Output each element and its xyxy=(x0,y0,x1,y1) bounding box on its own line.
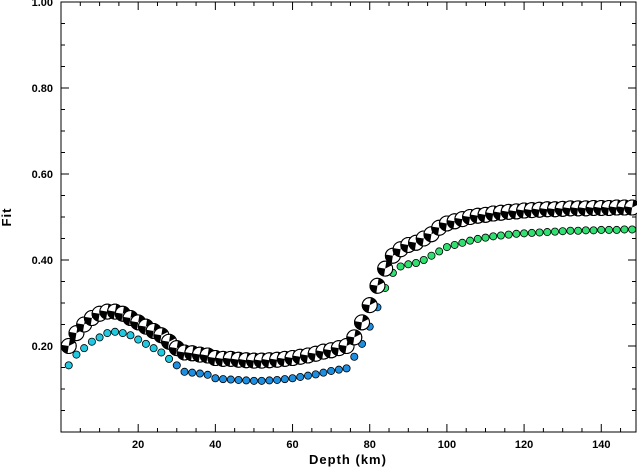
fit-point xyxy=(589,226,598,235)
fit-point xyxy=(134,335,143,344)
fit-point xyxy=(543,228,552,237)
fit-point xyxy=(442,243,451,252)
fit-point xyxy=(157,348,166,357)
fit-point xyxy=(612,225,621,234)
fit-point xyxy=(296,372,305,381)
fit-point xyxy=(435,247,444,256)
fit-point xyxy=(628,225,637,234)
fit-point xyxy=(257,376,266,385)
fit-point xyxy=(195,369,204,378)
fit-points-mechanism xyxy=(60,199,637,369)
fit-point xyxy=(496,231,505,240)
fit-point xyxy=(419,255,428,264)
mechanism-marker xyxy=(361,297,378,314)
fit-point xyxy=(95,333,104,342)
fit-point xyxy=(504,230,513,239)
mechanism-marker xyxy=(624,199,637,216)
fit-point xyxy=(273,375,282,384)
fit-point xyxy=(111,327,120,336)
fit-point xyxy=(581,226,590,235)
fit-point xyxy=(64,361,73,370)
fit-point xyxy=(473,234,482,243)
mechanism-marker xyxy=(60,338,77,354)
fit-point xyxy=(427,251,436,260)
fit-point xyxy=(450,240,459,249)
y-tick-label: 0.60 xyxy=(32,169,53,181)
fit-point xyxy=(249,376,258,385)
fit-point xyxy=(535,228,544,237)
fit-point xyxy=(489,232,498,241)
mechanism-marker xyxy=(369,277,386,294)
mechanism-marker xyxy=(346,329,363,346)
fit-point xyxy=(242,376,251,385)
fit-point xyxy=(481,233,490,242)
fit-point xyxy=(87,337,96,346)
fit-point xyxy=(126,331,135,340)
y-tick-label: 0.40 xyxy=(32,255,53,267)
x-tick-label: 80 xyxy=(364,439,376,451)
x-tick-label: 100 xyxy=(438,439,456,451)
fit-point xyxy=(558,227,567,236)
fit-point xyxy=(342,364,351,373)
fit-point xyxy=(303,371,312,380)
fit-point xyxy=(527,228,536,237)
mechanism-marker xyxy=(145,322,162,339)
fit-point xyxy=(219,375,228,384)
x-tick-label: 120 xyxy=(515,439,533,451)
y-axis-ticks: 0.20 0.40 0.60 0.80 1.00 xyxy=(32,0,636,411)
x-tick-label: 40 xyxy=(209,439,221,451)
fit-point xyxy=(118,329,127,338)
fit-point xyxy=(520,229,529,238)
fit-point xyxy=(72,350,81,359)
x-axis-label: Depth (km) xyxy=(309,452,387,467)
y-tick-label: 1.00 xyxy=(32,0,53,9)
fit-point xyxy=(265,376,274,385)
mechanism-marker xyxy=(377,260,394,277)
fit-point xyxy=(165,354,174,363)
x-tick-label: 20 xyxy=(132,439,144,451)
y-tick-label: 0.80 xyxy=(32,83,53,95)
fit-point xyxy=(404,260,413,269)
y-tick-label: 0.20 xyxy=(32,341,53,353)
fit-point xyxy=(103,329,112,338)
fit-point xyxy=(211,374,220,383)
fit-point xyxy=(466,236,475,245)
fit-point xyxy=(280,375,289,384)
fit-point xyxy=(597,225,606,234)
fit-point xyxy=(141,339,150,348)
fit-point xyxy=(412,259,421,268)
fit-point xyxy=(334,365,343,374)
fit-point xyxy=(188,368,197,377)
fit-point xyxy=(319,368,328,377)
fit-point xyxy=(288,374,297,383)
fit-point xyxy=(149,344,158,353)
fit-point xyxy=(172,361,181,370)
fit-point xyxy=(234,375,243,384)
fit-point xyxy=(203,370,212,379)
fit-point xyxy=(311,370,320,379)
fit-point xyxy=(604,225,613,234)
fit-point xyxy=(574,226,583,235)
fit-point xyxy=(566,226,575,235)
fit-points-circle xyxy=(64,225,637,385)
fit-point xyxy=(350,352,359,361)
fit-point xyxy=(512,229,521,238)
fit-point xyxy=(550,227,559,236)
x-axis-ticks: 20 40 60 80 100 120 140 xyxy=(79,2,622,451)
mechanism-marker xyxy=(354,314,371,331)
fit-point xyxy=(458,238,467,247)
fit-point xyxy=(327,366,336,375)
fit-point xyxy=(226,375,235,384)
fit-point xyxy=(180,367,189,376)
x-tick-label: 60 xyxy=(286,439,298,451)
mechanism-marker xyxy=(130,314,147,331)
fit-point xyxy=(80,344,89,353)
fit-point xyxy=(620,225,629,234)
fit-point xyxy=(396,262,405,271)
y-axis-label: Fit xyxy=(0,208,14,227)
x-tick-label: 140 xyxy=(592,439,610,451)
